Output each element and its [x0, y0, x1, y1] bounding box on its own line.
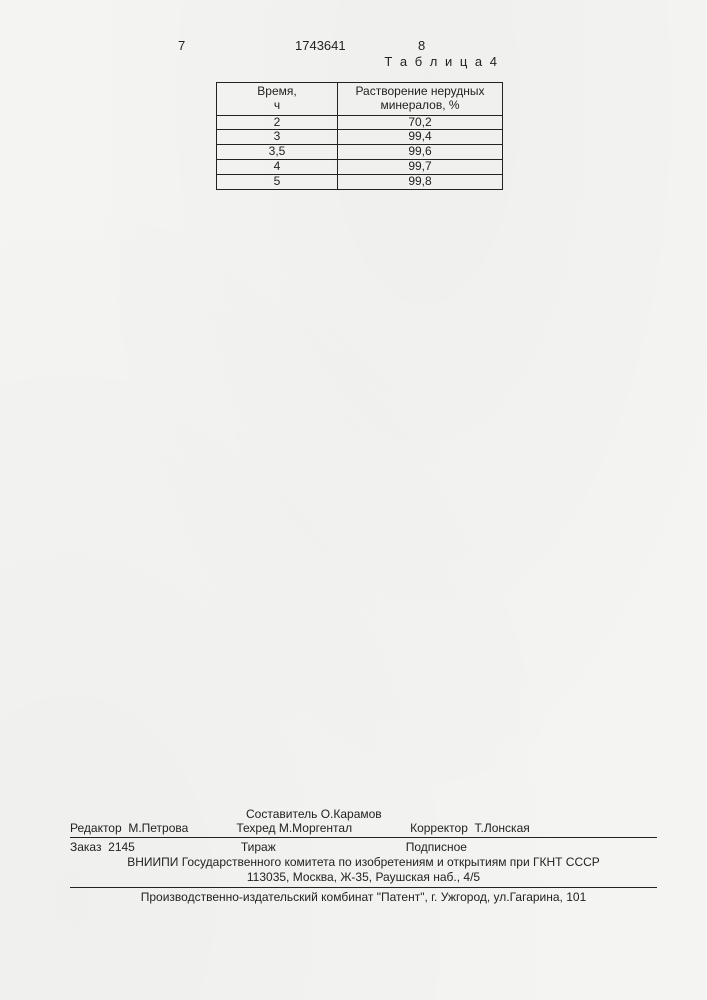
divider-1 — [70, 837, 657, 838]
document-number: 1743641 — [295, 38, 346, 53]
col2-header: Растворение нерудных минералов, % — [338, 83, 503, 116]
col2-header-line2: минералов, % — [380, 98, 459, 112]
techred-name: М.Моргентал — [279, 821, 352, 835]
cell-dissolution: 99,6 — [338, 145, 503, 160]
footer-compiler-line: Составитель О.Карамов — [70, 807, 657, 821]
page: 7 1743641 8 Т а б л и ц а 4 Время, ч Рас… — [0, 0, 707, 1000]
divider-2 — [70, 887, 657, 888]
col2-header-line1: Растворение нерудных — [355, 84, 484, 98]
cell-time: 5 — [217, 174, 338, 189]
cell-dissolution: 99,8 — [338, 174, 503, 189]
cell-time: 3,5 — [217, 145, 338, 160]
cell-dissolution: 70,2 — [338, 115, 503, 130]
table-body: 2 70,2 3 99,4 3,5 99,6 4 99,7 5 99,8 — [217, 115, 503, 189]
data-table: Время, ч Растворение нерудных минералов,… — [216, 82, 503, 190]
table-row: 5 99,8 — [217, 174, 503, 189]
col1-header: Время, ч — [217, 83, 338, 116]
tirazh-label: Тираж — [241, 840, 276, 854]
table-row: 2 70,2 — [217, 115, 503, 130]
compiler-name: О.Карамов — [321, 807, 382, 821]
col1-header-line2: ч — [274, 98, 280, 112]
cell-time: 4 — [217, 159, 338, 174]
table-header-row: Время, ч Растворение нерудных минералов,… — [217, 83, 503, 116]
table-row: 4 99,7 — [217, 159, 503, 174]
compiler-label: Составитель — [246, 807, 317, 821]
cell-dissolution: 99,4 — [338, 130, 503, 145]
footer-block: Составитель О.Карамов Редактор М.Петрова… — [70, 807, 657, 904]
order-number: 2145 — [108, 840, 135, 854]
table-row: 3,5 99,6 — [217, 145, 503, 160]
corrector-name: Т.Лонская — [475, 821, 530, 835]
col1-header-line1: Время, — [257, 84, 296, 98]
cell-time: 2 — [217, 115, 338, 130]
table-row: 3 99,4 — [217, 130, 503, 145]
footer-organization: ВНИИПИ Государственного комитета по изоб… — [70, 855, 657, 885]
subscription-label: Подписное — [406, 840, 467, 854]
editor-name: М.Петрова — [128, 821, 188, 835]
cell-time: 3 — [217, 130, 338, 145]
techred-label: Техред — [236, 821, 275, 835]
order-label: Заказ — [70, 840, 101, 854]
editor-label: Редактор — [70, 821, 122, 835]
footer-order-line: Заказ 2145 Тираж Подписное — [70, 840, 657, 854]
org-line1: ВНИИПИ Государственного комитета по изоб… — [70, 855, 657, 870]
page-right-number: 8 — [418, 38, 425, 53]
table-caption: Т а б л и ц а 4 — [384, 54, 499, 69]
corrector-label: Корректор — [410, 821, 468, 835]
cell-dissolution: 99,7 — [338, 159, 503, 174]
footer-publisher: Производственно-издательский комбинат "П… — [70, 890, 657, 904]
footer-credits-line: Редактор М.Петрова Техред М.Моргентал Ко… — [70, 821, 657, 835]
org-line2: 113035, Москва, Ж-35, Раушская наб., 4/5 — [70, 870, 657, 885]
page-left-number: 7 — [178, 38, 185, 53]
